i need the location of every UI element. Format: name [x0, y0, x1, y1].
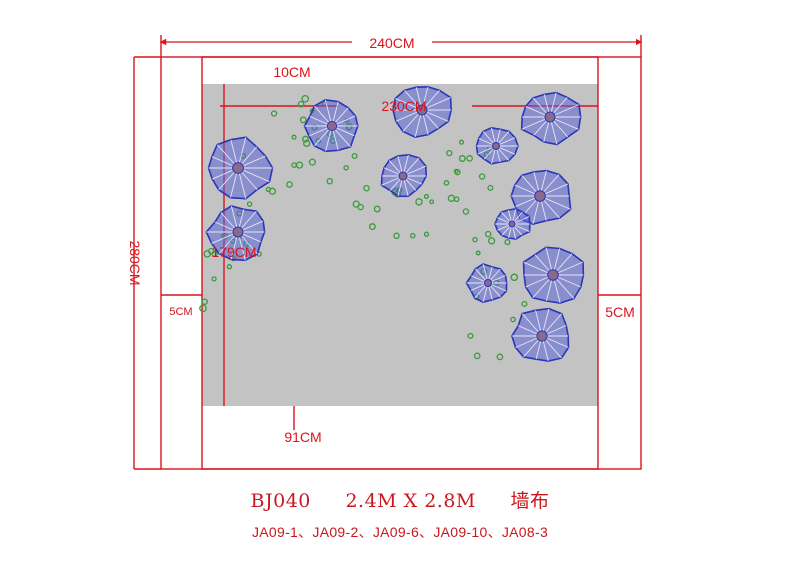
flower-ornament	[475, 126, 519, 165]
right-margin-label: 5CM	[605, 304, 635, 320]
left-height-label: 179CM	[211, 244, 256, 260]
decor-dot	[357, 203, 364, 211]
decor-dot	[472, 236, 478, 243]
decor-dot	[291, 162, 297, 168]
decor-dot	[429, 199, 435, 205]
caption-title: BJ040 2.4M X 2.8M 墙布	[0, 486, 800, 513]
decor-dot	[301, 94, 310, 103]
decor-dot	[368, 223, 376, 231]
decor-dot	[211, 276, 217, 282]
bottom-offset-label: 91CM	[284, 429, 321, 445]
decor-dot	[351, 152, 358, 160]
flower-ornament	[465, 263, 508, 303]
decor-dot	[510, 316, 516, 323]
total-height-label: 280CM	[127, 240, 143, 285]
flower-ornament	[510, 169, 572, 225]
decor-dot	[208, 247, 215, 255]
decor-dot	[393, 232, 400, 240]
decor-dot	[268, 187, 277, 195]
decor-dot	[443, 180, 450, 186]
caption-codes: JA09-1、JA09-2、JA09-6、JA09-10、JA08-3	[251, 524, 549, 540]
decor-dot	[487, 184, 494, 191]
decor-dot	[478, 173, 486, 180]
decor-dot	[447, 194, 456, 202]
decor-dot	[302, 135, 309, 143]
decor-dot	[458, 155, 466, 162]
decor-dot	[496, 353, 504, 361]
flower-ornament	[520, 91, 582, 146]
decor-dot	[201, 298, 208, 305]
decor-dot	[510, 273, 519, 282]
decor-flowers	[205, 85, 585, 362]
flower-ornament	[522, 246, 585, 304]
decor-dot	[453, 168, 459, 174]
decor-dot	[326, 177, 333, 185]
flower-ornament	[205, 205, 266, 262]
decor-dot	[484, 230, 492, 238]
flower-ornament	[392, 85, 453, 139]
decor-dot	[475, 250, 481, 256]
decor-dot	[446, 149, 453, 157]
decor-dot	[303, 139, 311, 148]
flower-ornament	[511, 307, 570, 362]
decor-dot	[308, 158, 316, 166]
decor-dot	[521, 300, 528, 307]
caption-material: 墙布	[510, 490, 550, 512]
decor-dot	[467, 332, 474, 339]
caption-size: 2.4M X 2.8M	[345, 490, 476, 512]
decor-dot	[299, 116, 307, 124]
decor-dot	[462, 208, 470, 215]
top-margin-label: 10CM	[273, 64, 310, 80]
decor-dot	[286, 181, 293, 188]
decor-dot	[415, 198, 423, 206]
decor-dot	[363, 184, 370, 192]
decor-dot	[199, 304, 207, 313]
flower-ornament	[494, 207, 531, 240]
decor-dot	[226, 264, 233, 270]
decor-dot	[466, 155, 473, 162]
left-margin-label: 5CM	[169, 306, 192, 318]
decor-dot	[352, 200, 360, 208]
decor-dot	[423, 231, 430, 237]
decor-dot	[487, 237, 496, 245]
decor-dot	[291, 134, 297, 140]
decor-dot	[373, 205, 381, 213]
decor-dot	[246, 201, 253, 207]
caption-model: BJ040	[250, 490, 311, 512]
decor-dot	[270, 110, 278, 117]
flower-ornament	[303, 98, 359, 153]
total-width-label: 240CM	[369, 35, 414, 51]
decor-dot	[297, 100, 305, 108]
decor-dot	[423, 193, 429, 199]
flower-ornament	[380, 153, 428, 198]
decor-dot	[473, 352, 481, 360]
decor-dot	[343, 164, 349, 171]
decor-dot	[410, 232, 416, 239]
decor-dot	[504, 239, 511, 246]
inner-width-label: 230CM	[381, 98, 426, 114]
decor-dot	[458, 139, 465, 145]
flower-ornament	[207, 136, 274, 200]
